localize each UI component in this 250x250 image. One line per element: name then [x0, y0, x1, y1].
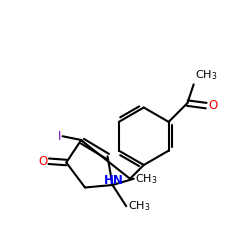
Text: HN: HN — [104, 174, 124, 186]
Text: CH$_3$: CH$_3$ — [195, 68, 218, 82]
Text: CH$_3$: CH$_3$ — [135, 172, 158, 186]
Text: O: O — [38, 155, 48, 168]
Text: CH$_3$: CH$_3$ — [128, 199, 150, 213]
Text: O: O — [208, 99, 218, 112]
Text: I: I — [58, 130, 61, 143]
